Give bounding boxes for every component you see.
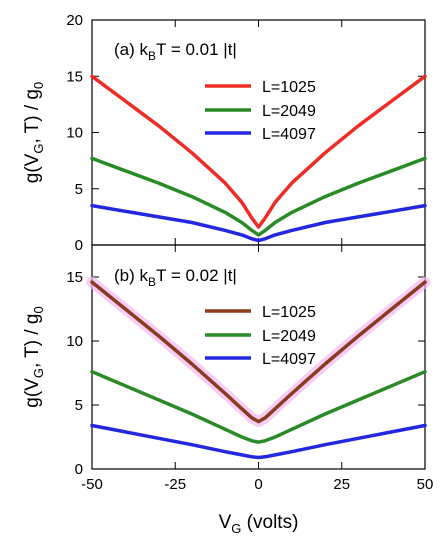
panel-label: (b) kBT = 0.02 |t| [114, 266, 237, 289]
y-tick-label: 0 [75, 461, 83, 478]
x-axis-title: VG (volts) [219, 512, 299, 536]
y-axis-title: g(VG, T) / g0 [22, 82, 46, 184]
series-line-L=4097 [90, 423, 427, 460]
series-line-L=2049 [90, 369, 427, 444]
legend-label-L=2049: L=2049 [262, 328, 316, 345]
x-tick-label: 50 [417, 476, 434, 493]
y-axis-title: g(VG, T) / g0 [22, 306, 46, 408]
legend-label-L=4097: L=4097 [262, 351, 316, 368]
x-tick-label: -25 [164, 476, 186, 493]
y-tick-label: 20 [66, 12, 83, 29]
series-line-L=2049 [90, 156, 427, 237]
y-tick-label: 5 [75, 181, 83, 198]
x-tick-label: -50 [81, 476, 103, 493]
legend-label-L=1025: L=1025 [262, 304, 316, 321]
legend-label-L=4097: L=4097 [262, 126, 316, 143]
y-tick-label: 10 [66, 125, 83, 142]
y-tick-label: 10 [66, 333, 83, 350]
legend-label-L=2049: L=2049 [262, 103, 316, 120]
series-line-L=1025 [90, 280, 427, 424]
legend-label-L=1025: L=1025 [262, 79, 316, 96]
y-tick-label: 5 [75, 397, 83, 414]
panel-b: 0 5 10 15 -50 -25 0 25 50 L=1025 L=2049 L=4097 (b) k… [22, 244, 434, 536]
x-tick-label: 25 [333, 476, 350, 493]
y-tick-label: 15 [66, 68, 83, 85]
panel-label: (a) kBT = 0.01 |t| [114, 40, 237, 63]
series-line-L=4097 [90, 203, 427, 243]
panel-a: 0 5 10 15 20 L=1025 L=2049 L=4097 (a) kBT = 0.01… [22, 12, 427, 254]
series-line-L=1025 [90, 74, 427, 229]
series-glow-L=1025 [86, 276, 431, 428]
y-tick-label: 15 [66, 269, 83, 286]
x-tick-label: 0 [254, 476, 262, 493]
y-tick-label: 0 [75, 237, 83, 254]
